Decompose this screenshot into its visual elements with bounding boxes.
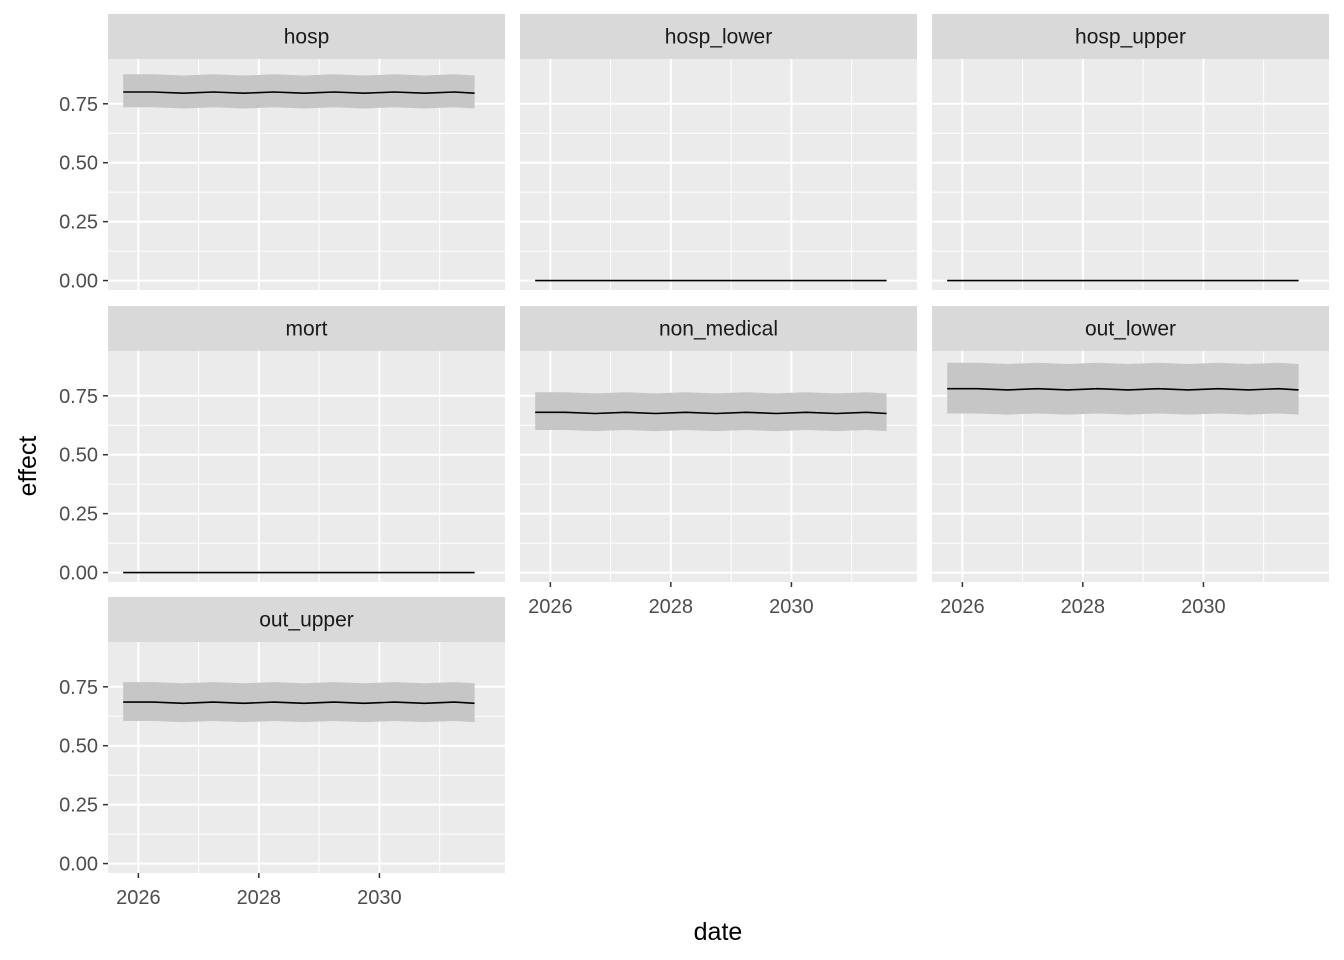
facet-strip: [108, 597, 505, 642]
facet-strip: [108, 306, 505, 351]
facet-strip-label: out_lower: [1085, 318, 1176, 341]
confidence-ribbon: [123, 74, 475, 109]
facet-panels: hosp 0.00 0.25 0.50 0.75 hosp_lower hosp_upper…: [59, 14, 1329, 909]
facet-strip: [520, 14, 917, 59]
facet-strip: [520, 306, 917, 351]
y-tick-label: 0.00: [59, 854, 98, 876]
series-line: [123, 701, 475, 705]
x-tick-label: 2028: [649, 596, 694, 618]
facet-strip-label: hosp_lower: [665, 26, 772, 49]
x-tick-label: 2030: [769, 596, 814, 618]
facet-strip: [932, 14, 1329, 59]
facet-strip-label: out_upper: [259, 609, 354, 632]
y-tick-label: 0.25: [59, 795, 98, 817]
panel-background: [520, 59, 917, 290]
y-axis-title: effect: [14, 436, 42, 497]
panel-background: [520, 351, 917, 582]
y-tick-label: 0.25: [59, 504, 98, 526]
facet-hosp-upper: hosp_upper: [932, 14, 1329, 290]
confidence-ribbon: [123, 682, 475, 723]
y-tick-label: 0.50: [59, 445, 98, 467]
y-tick-label: 0.50: [59, 153, 98, 175]
panel-background: [932, 59, 1329, 290]
y-tick-label: 0.75: [59, 94, 98, 116]
y-tick-label: 0.00: [59, 271, 98, 293]
series-line: [535, 411, 887, 415]
y-tick-label: 0.75: [59, 677, 98, 699]
facet-hosp: hosp 0.00 0.25 0.50 0.75: [59, 14, 505, 293]
facet-out-upper: out_upper 0.00 0.25 0.50 0.75 2026 2028 2030: [59, 597, 505, 909]
x-tick-label: 2030: [357, 887, 402, 909]
series-line: [123, 91, 475, 95]
y-tick-label: 0.50: [59, 736, 98, 758]
x-tick-label: 2026: [116, 887, 161, 909]
facet-strip-label: non_medical: [659, 318, 778, 341]
facet-hosp-lower: hosp_lower: [520, 14, 917, 290]
x-axis-title: date: [694, 918, 743, 946]
facet-strip-label: hosp: [284, 26, 330, 49]
series-line: [947, 387, 1299, 391]
x-tick-label: 2026: [528, 596, 573, 618]
x-tick-label: 2030: [1181, 596, 1226, 618]
x-tick-label: 2028: [237, 887, 282, 909]
facet-non-medical: non_medical 2026 2028 2030: [520, 306, 917, 618]
y-tick-label: 0.75: [59, 386, 98, 408]
confidence-ribbon: [947, 362, 1299, 415]
facet-mort: mort 0.00 0.25 0.50 0.75: [59, 306, 505, 585]
panel-background: [108, 351, 505, 582]
x-tick-label: 2028: [1061, 596, 1106, 618]
y-tick-label: 0.00: [59, 563, 98, 585]
facet-strip-label: hosp_upper: [1075, 26, 1186, 49]
facet-strip: [932, 306, 1329, 351]
confidence-ribbon: [535, 392, 887, 432]
facet-strip-label: mort: [286, 318, 328, 341]
facet-strip: [108, 14, 505, 59]
facet-out-lower: out_lower 2026 2028 2030: [932, 306, 1329, 618]
panel-background: [108, 642, 505, 873]
x-tick-label: 2026: [940, 596, 985, 618]
y-tick-label: 0.25: [59, 212, 98, 234]
